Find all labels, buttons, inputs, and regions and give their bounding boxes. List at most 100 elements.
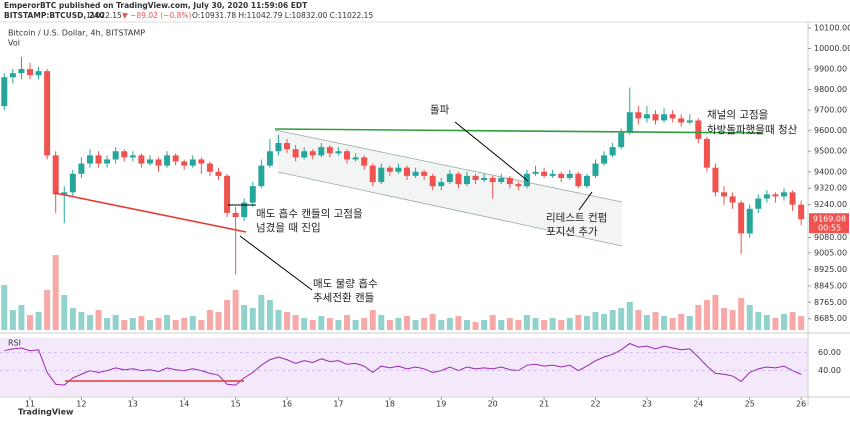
volume-bar xyxy=(292,315,299,330)
candle-body xyxy=(284,143,291,150)
candle-body xyxy=(755,198,762,209)
candle-body xyxy=(781,192,788,197)
volume-bar xyxy=(652,312,659,330)
volume-bar xyxy=(635,310,642,330)
candle-body xyxy=(241,202,248,217)
volume-bar xyxy=(583,316,590,330)
volume-bar xyxy=(232,290,239,330)
candle-body xyxy=(558,173,565,178)
x-tick-label: 24 xyxy=(693,400,703,409)
price-change: ▼ −89.02 (−0.8%) xyxy=(122,11,192,20)
volume-bar xyxy=(35,312,42,330)
x-tick-label: 13 xyxy=(128,400,138,409)
y-tick-label: 9400.00 xyxy=(814,167,847,176)
volume-bar xyxy=(198,320,205,330)
volume-bar xyxy=(532,318,539,330)
candle-body xyxy=(232,212,239,217)
y-tick-label: 9600.00 xyxy=(814,126,847,135)
x-tick-label: 25 xyxy=(745,400,755,409)
volume-bar xyxy=(498,320,505,330)
volume-bar xyxy=(95,310,102,330)
candle-body xyxy=(712,167,719,193)
candle-body xyxy=(155,159,162,166)
volume-bar xyxy=(9,310,16,330)
candle-body xyxy=(583,175,590,187)
y-tick-label: 9800.00 xyxy=(814,85,847,94)
volume-bar xyxy=(309,320,316,330)
candle-body xyxy=(412,171,419,176)
candle-body xyxy=(361,157,368,166)
candle-body xyxy=(738,202,745,234)
volume-bar xyxy=(326,318,333,330)
price-tag xyxy=(809,213,849,234)
volume-bar xyxy=(781,314,788,330)
candle-body xyxy=(146,159,153,164)
volume-bar xyxy=(275,310,282,330)
volume-bar xyxy=(746,305,753,330)
volume-bar xyxy=(224,300,231,330)
candle-body xyxy=(463,175,470,185)
volume-bar xyxy=(755,312,762,330)
volume-bar xyxy=(695,305,702,330)
volume-bar xyxy=(566,318,573,330)
x-tick-label: 19 xyxy=(436,400,446,409)
candle-body xyxy=(215,171,222,176)
y-tick-label: 10100.00 xyxy=(814,23,850,32)
candle-body xyxy=(566,173,573,178)
x-tick-label: 16 xyxy=(282,400,292,409)
candle-body xyxy=(386,167,393,172)
y-tick-label: 8845.00 xyxy=(814,281,847,290)
volume-bar xyxy=(301,318,308,330)
volume-bar xyxy=(104,318,111,330)
candle-body xyxy=(575,173,582,187)
volume-bar xyxy=(489,315,496,330)
volume-bar xyxy=(481,320,488,330)
candle-body xyxy=(369,165,376,183)
channel-high-line xyxy=(274,128,763,134)
volume-bar xyxy=(626,302,633,330)
volume-bar xyxy=(206,310,213,330)
candle-body xyxy=(592,163,599,176)
volume-bar xyxy=(446,318,453,330)
volume-bar xyxy=(352,320,359,330)
x-tick-label: 21 xyxy=(539,400,549,409)
rsi-band xyxy=(0,338,808,396)
candle-body xyxy=(352,157,359,160)
volume-bar xyxy=(112,315,119,330)
volume-bar xyxy=(515,320,522,330)
candle-body xyxy=(121,151,128,158)
candle-body xyxy=(112,151,119,160)
candle-body xyxy=(52,155,59,195)
candle-body xyxy=(301,151,308,158)
candle-body xyxy=(335,151,342,154)
volume-bar xyxy=(395,318,402,330)
volume-bar xyxy=(378,315,385,330)
candle-body xyxy=(344,151,351,160)
candle-body xyxy=(198,159,205,164)
candle-body xyxy=(69,173,76,193)
volume-bar xyxy=(592,312,599,330)
trend-line xyxy=(54,192,247,233)
volume-bar xyxy=(686,316,693,330)
y-tick-label: 8765.00 xyxy=(814,298,847,307)
candle-body xyxy=(549,173,556,176)
candle-body xyxy=(181,161,188,166)
x-tick-label: 14 xyxy=(179,400,189,409)
arrow-line xyxy=(239,235,313,291)
volume-label: Vol xyxy=(8,39,20,48)
candle-body xyxy=(506,177,513,185)
y-tick-label: 40.00 xyxy=(818,366,841,375)
channel-top xyxy=(274,129,623,203)
volume-bar xyxy=(44,290,51,330)
volume-bar xyxy=(798,316,805,330)
annotation: 하방돌파했을때 청산 xyxy=(707,123,798,136)
volume-bar xyxy=(438,320,445,330)
candle-body xyxy=(695,120,702,139)
countdown: 00:55 xyxy=(818,224,841,233)
candle-body xyxy=(609,147,616,156)
rsi-line xyxy=(4,342,802,386)
annotation: 리테스트 컨펌 xyxy=(546,212,607,224)
volume-bar xyxy=(361,318,368,330)
volume-bar xyxy=(284,312,291,330)
